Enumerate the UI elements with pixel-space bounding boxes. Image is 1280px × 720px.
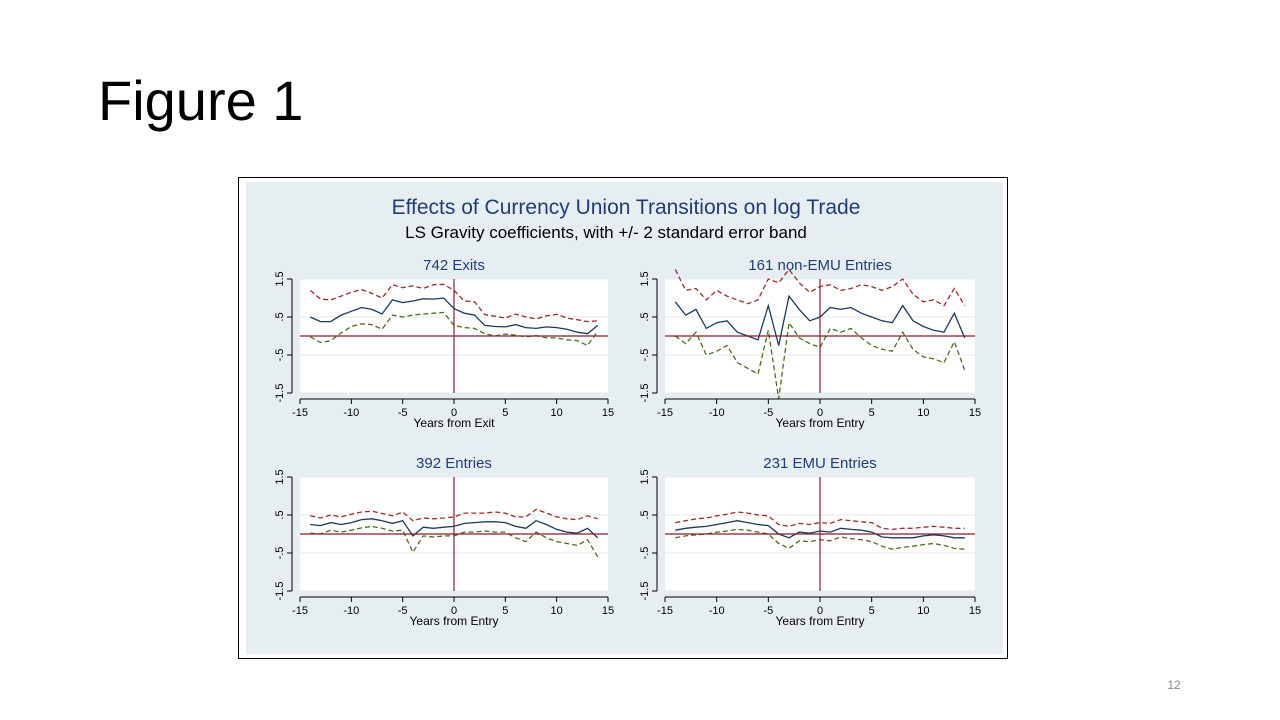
y-tick-label: 1.5 (274, 271, 286, 286)
y-tick-label: .5 (639, 312, 651, 321)
chart-panel: -15 -10 -5 0 5 10 15 -1.5 -.5 .5 1.5 161 non-EMU En… (639, 257, 981, 430)
x-tick-label: 0 (451, 407, 457, 419)
x-tick-label: 5 (869, 605, 875, 617)
y-tick-label: -.5 (639, 349, 651, 362)
x-tick-label: 0 (451, 605, 457, 617)
x-tick-label: 10 (551, 605, 563, 617)
chart-panel: -15 -10 -5 0 5 10 15 -1.5 -.5 .5 1.5 392 Entries Yea… (274, 455, 614, 628)
x-tick-label: -10 (343, 605, 359, 617)
x-tick-label: 10 (917, 407, 929, 419)
figure-graphic: Effects of Currency Union Transitions on… (246, 182, 1003, 654)
x-tick-label: 5 (869, 407, 875, 419)
series-line-upper (310, 508, 598, 522)
x-axis-label: Years from Exit (414, 416, 496, 430)
y-tick-label: .5 (274, 312, 286, 321)
x-tick-label: -10 (343, 407, 359, 419)
figure-title: Effects of Currency Union Transitions on… (392, 196, 861, 219)
panels-group: -15 -10 -5 0 5 10 15 -1.5 -.5 .5 1.5 742 Exits Years… (274, 257, 981, 628)
x-axis-label: Years from Entry (410, 614, 499, 628)
y-tick-label: -.5 (274, 349, 286, 362)
panel-title: 161 non-EMU Entries (748, 257, 891, 274)
x-tick-label: 15 (602, 407, 614, 419)
x-tick-label: 15 (602, 605, 614, 617)
x-tick-label: -15 (657, 605, 673, 617)
series-line-upper (675, 511, 965, 531)
y-tick-label: -1.5 (639, 384, 651, 403)
x-tick-label: 0 (817, 605, 823, 617)
y-tick-label: -.5 (639, 547, 651, 560)
x-tick-label: -10 (709, 407, 725, 419)
x-tick-label: -15 (292, 407, 308, 419)
panel-title: 231 EMU Entries (763, 455, 876, 472)
x-tick-label: -5 (763, 605, 773, 617)
slide-title: Figure 1 (98, 69, 304, 132)
figure-subtitle: LS Gravity coefficients, with +/- 2 stan… (405, 223, 807, 242)
x-tick-label: -10 (709, 605, 725, 617)
x-tick-label: 10 (551, 407, 563, 419)
chart-panel: -15 -10 -5 0 5 10 15 -1.5 -.5 .5 1.5 742 Exits Years… (274, 257, 614, 430)
slide-number: 12 (1167, 678, 1181, 692)
x-tick-label: 15 (969, 605, 981, 617)
y-tick-label: -1.5 (274, 384, 286, 403)
x-axis-label: Years from Entry (776, 416, 865, 430)
x-tick-label: -5 (763, 407, 773, 419)
y-tick-label: .5 (274, 510, 286, 519)
panel-title: 742 Exits (423, 257, 485, 274)
x-axis-label: Years from Entry (776, 614, 865, 628)
y-tick-label: -.5 (274, 547, 286, 560)
x-tick-label: -15 (657, 407, 673, 419)
x-tick-label: 15 (969, 407, 981, 419)
y-tick-label: .5 (639, 510, 651, 519)
x-tick-label: 5 (502, 605, 508, 617)
x-tick-label: -5 (398, 407, 408, 419)
y-tick-label: 1.5 (639, 469, 651, 484)
y-tick-label: -1.5 (274, 582, 286, 601)
panel-title: 392 Entries (416, 455, 492, 472)
series-line-lower (674, 320, 966, 399)
x-tick-label: -5 (398, 605, 408, 617)
x-tick-label: 5 (502, 407, 508, 419)
x-tick-label: 0 (817, 407, 823, 419)
x-tick-label: 10 (917, 605, 929, 617)
y-tick-label: 1.5 (639, 271, 651, 286)
chart-panel: -15 -10 -5 0 5 10 15 -1.5 -.5 .5 1.5 231 EMU Entrie… (639, 455, 981, 628)
y-tick-label: 1.5 (274, 469, 286, 484)
y-tick-label: -1.5 (639, 582, 651, 601)
x-tick-label: -15 (292, 605, 308, 617)
